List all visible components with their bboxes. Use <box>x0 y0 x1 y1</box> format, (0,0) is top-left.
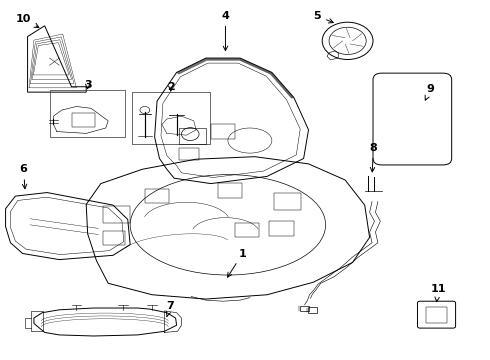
Bar <box>300 306 310 311</box>
Text: 6: 6 <box>20 164 27 189</box>
Bar <box>72 113 95 127</box>
Text: 3: 3 <box>84 80 92 90</box>
Text: 7: 7 <box>166 301 174 317</box>
Bar <box>49 90 125 137</box>
Text: 2: 2 <box>167 82 174 92</box>
Bar <box>103 231 125 245</box>
Bar <box>274 193 301 211</box>
Bar <box>426 307 447 323</box>
Text: 4: 4 <box>221 11 229 51</box>
Text: 9: 9 <box>425 84 435 100</box>
Bar <box>308 307 318 313</box>
Bar <box>218 183 242 198</box>
Bar <box>132 92 210 144</box>
Bar <box>270 221 294 235</box>
Text: 11: 11 <box>430 284 446 302</box>
Text: 5: 5 <box>314 11 333 23</box>
Text: 8: 8 <box>369 143 377 172</box>
Bar <box>179 148 198 160</box>
Bar <box>179 128 206 144</box>
Bar <box>235 223 259 237</box>
Bar <box>103 206 130 223</box>
Bar <box>145 189 169 203</box>
Text: 10: 10 <box>16 14 39 27</box>
Bar <box>211 125 235 139</box>
Text: 1: 1 <box>227 248 246 277</box>
Bar <box>31 311 43 330</box>
